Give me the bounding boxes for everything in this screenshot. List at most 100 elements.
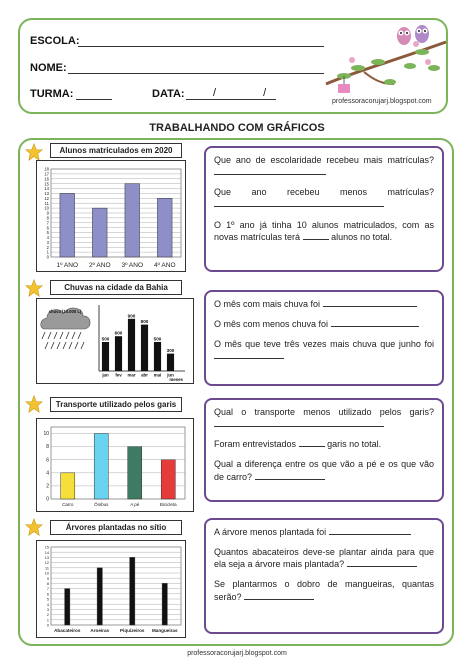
q2-1-answer[interactable] <box>322 298 417 307</box>
y-tick-label: 2 <box>46 484 49 490</box>
chart2-frame: chuva (10.000 L) 500 jan 600 fev 900 mar 800 abr… <box>36 298 194 384</box>
q1-3-text-a: O 1º ano já tinha 10 alunos matriculados… <box>214 219 434 242</box>
y-tick-label: 14 <box>45 551 49 555</box>
q4-3-answer[interactable] <box>244 591 315 600</box>
nome-field[interactable] <box>68 73 324 74</box>
y-tick-label: 12 <box>44 196 49 201</box>
q4-2-answer[interactable] <box>346 558 417 568</box>
bar <box>129 557 136 626</box>
q1-3-answer[interactable] <box>302 231 329 240</box>
y-tick-label: 8 <box>47 215 50 220</box>
y-tick-label: 18 <box>44 167 49 172</box>
rain-drop <box>59 331 64 340</box>
y-tick-label: 6 <box>46 457 49 463</box>
bar <box>96 567 103 626</box>
footer-blog-url: professoracorujarj.blogspot.com <box>187 650 287 657</box>
rain-drop <box>80 341 85 350</box>
data-label: 800 <box>141 319 149 324</box>
y-tick-label: 17 <box>44 171 49 176</box>
header-blog-url: professoracorujarj.blogspot.com <box>332 98 432 105</box>
chart4-title: Árvores plantadas no sítio <box>50 520 182 535</box>
data-label: 600 <box>115 331 123 336</box>
escola-field[interactable] <box>78 46 324 47</box>
bar <box>127 446 143 500</box>
bar <box>64 588 71 626</box>
q3-2-text-a: Foram entrevistados <box>214 439 297 450</box>
y-tick-label: 0 <box>46 497 49 503</box>
data-label: DATA: <box>152 88 185 100</box>
q1-1-answer[interactable] <box>214 166 326 176</box>
star-icon <box>25 279 43 297</box>
y-tick-label: 8 <box>46 444 49 450</box>
y-tick-label: 15 <box>45 546 49 550</box>
x-tick-label: Ônibus <box>94 501 109 507</box>
x-tick-label: jan <box>101 373 109 378</box>
y-tick-label: 5 <box>47 230 50 235</box>
turma-field[interactable] <box>76 99 112 100</box>
chart2-svg: chuva (10.000 L) 500 jan 600 fev 900 mar 800 abr… <box>40 305 185 382</box>
x-tick-label: 4º ANO <box>154 262 176 269</box>
q3-2-text-b: garis no total. <box>327 439 382 450</box>
y-tick-label: 0 <box>47 624 49 628</box>
data-field[interactable] <box>186 99 276 100</box>
y-tick-label: 1 <box>47 250 50 255</box>
rain-drop <box>77 331 82 340</box>
rain-drop <box>56 341 61 350</box>
bar <box>114 336 123 371</box>
q2-1-text: O mês com mais chuva foi <box>214 299 321 309</box>
plot-area <box>50 546 182 626</box>
q1-1-text: Que ano de escolaridade recebeu mais mat… <box>214 155 434 165</box>
q1-2-answer[interactable] <box>214 198 384 208</box>
bar <box>161 583 168 626</box>
y-tick-label: 12 <box>45 561 49 565</box>
rain-drop <box>62 341 67 350</box>
y-tick-label: 4 <box>47 235 50 240</box>
y-tick-label: 10 <box>43 431 49 437</box>
y-tick-label: 13 <box>45 556 49 560</box>
y-tick-label: 6 <box>47 592 49 596</box>
x-tick-label: Mangueiras <box>152 628 178 633</box>
q2-3-answer[interactable] <box>214 350 284 360</box>
q3-3-answer[interactable] <box>254 471 325 480</box>
bar <box>157 198 173 258</box>
bar <box>92 207 108 258</box>
y-tick-label: 2 <box>47 245 50 250</box>
x-tick-label: Bicicleta <box>160 502 177 507</box>
y-tick-label: 11 <box>45 566 49 570</box>
x-tick-label: A pé <box>130 502 140 507</box>
nome-label: NOME: <box>30 62 67 74</box>
q3-1-answer[interactable] <box>214 418 384 428</box>
rain-drop <box>71 331 76 340</box>
rain-cloud-icon <box>40 307 91 330</box>
q2-2-answer[interactable] <box>330 318 419 328</box>
q2-3-text: O mês que teve três vezes mais chuva que… <box>214 339 434 350</box>
q3-2-answer[interactable] <box>298 438 325 448</box>
bar <box>60 472 76 500</box>
x-tick-label: Aroeiras <box>90 628 109 633</box>
y-tick-label: 14 <box>44 186 49 191</box>
q4-3-text: Se plantarmos o dobro de mangueiras, qua… <box>214 579 434 602</box>
chart1-title: Alunos matriculados em 2020 <box>50 143 182 158</box>
x-tick-label: fev <box>115 373 122 378</box>
y-tick-label: 7 <box>47 220 50 225</box>
star-icon <box>25 143 43 161</box>
x-tick-label: Piquizeiros <box>120 628 145 633</box>
chart4-frame: 0 1 2 3 4 5 6 7 8 9 10 11 12 13 14 15 Abacateiros Aroeira… <box>36 540 186 638</box>
q1-2-text: Que ano recebeu menos matrículas? <box>214 187 434 198</box>
star-icon <box>25 518 43 536</box>
data-label: 900 <box>128 313 136 318</box>
turma-label: TURMA: <box>30 88 74 100</box>
y-tick-label: 0 <box>47 255 50 260</box>
x-tick-label: jun <box>166 373 174 378</box>
bar <box>101 342 110 371</box>
y-tick-label: 3 <box>47 608 49 612</box>
y-tick-label: 4 <box>46 470 49 476</box>
q4-2-text: Quantos abacateiros deve-se plantar aind… <box>214 547 434 570</box>
q3-1-text: Qual o transporte menos utilizado pelos … <box>214 407 434 417</box>
y-tick-label: 7 <box>47 587 49 591</box>
questions-box-4: A árvore menos plantada foi Quantos abac… <box>204 518 444 634</box>
q4-1-answer[interactable] <box>328 526 411 535</box>
cloud-label: chuva (10.000 L) <box>49 309 82 314</box>
x-tick-label: 1º ANO <box>56 262 78 269</box>
q3-3-text: Qual a diferença entre os que vão a pé e… <box>214 459 434 482</box>
